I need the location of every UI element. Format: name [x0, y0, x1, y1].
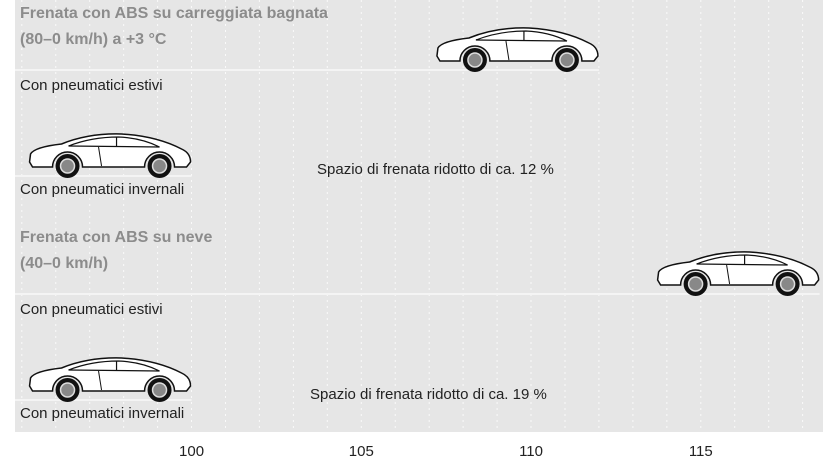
bar-label: Con pneumatici invernali: [20, 181, 184, 198]
car-body: [436, 27, 599, 62]
x-tick-label: 110: [519, 443, 543, 460]
car-rim: [59, 158, 76, 174]
group-title: (80–0 km/h) a +3 °C: [20, 31, 167, 48]
x-tick-label: 100: [179, 443, 204, 460]
car-icon: [28, 357, 192, 402]
car-rim: [151, 158, 168, 174]
group-title: Frenata con ABS su neve: [20, 229, 212, 246]
car-rim: [687, 276, 704, 292]
car-rim: [779, 276, 796, 292]
car-body: [28, 133, 192, 168]
bar-label: Con pneumatici estivi: [20, 301, 163, 318]
car-door: [505, 40, 510, 61]
car-body: [656, 251, 820, 286]
car-rim: [151, 382, 168, 398]
car-body: [28, 357, 192, 392]
car-door: [98, 146, 103, 167]
labels: 100 105 110 115 Frenata con ABS su carreggia…: [20, 5, 713, 460]
group-title: (40–0 km/h): [20, 255, 108, 272]
car-icon: [436, 27, 599, 72]
car-rim: [59, 382, 76, 398]
marks: [15, 27, 820, 402]
x-tick-label: 115: [689, 443, 713, 460]
plot-background: [15, 0, 823, 432]
car-icon: [28, 133, 192, 178]
bar-label: Con pneumatici invernali: [20, 405, 184, 422]
car-window: [696, 254, 788, 266]
grid: [21, 0, 804, 432]
car-window: [475, 30, 568, 42]
bar-label: Con pneumatici estivi: [20, 77, 163, 94]
car-door: [98, 370, 103, 391]
car-door: [726, 264, 731, 285]
group-title: Frenata con ABS su carreggiata bagnata: [20, 5, 328, 22]
car-icon: [656, 251, 820, 296]
x-tick-label: 105: [349, 443, 374, 460]
car-window: [68, 136, 160, 148]
car-window: [68, 360, 160, 372]
annotation: Spazio di frenata ridotto di ca. 19 %: [310, 386, 547, 403]
annotation: Spazio di frenata ridotto di ca. 12 %: [317, 161, 554, 178]
car-rim: [467, 52, 483, 68]
car-rim: [559, 52, 575, 68]
